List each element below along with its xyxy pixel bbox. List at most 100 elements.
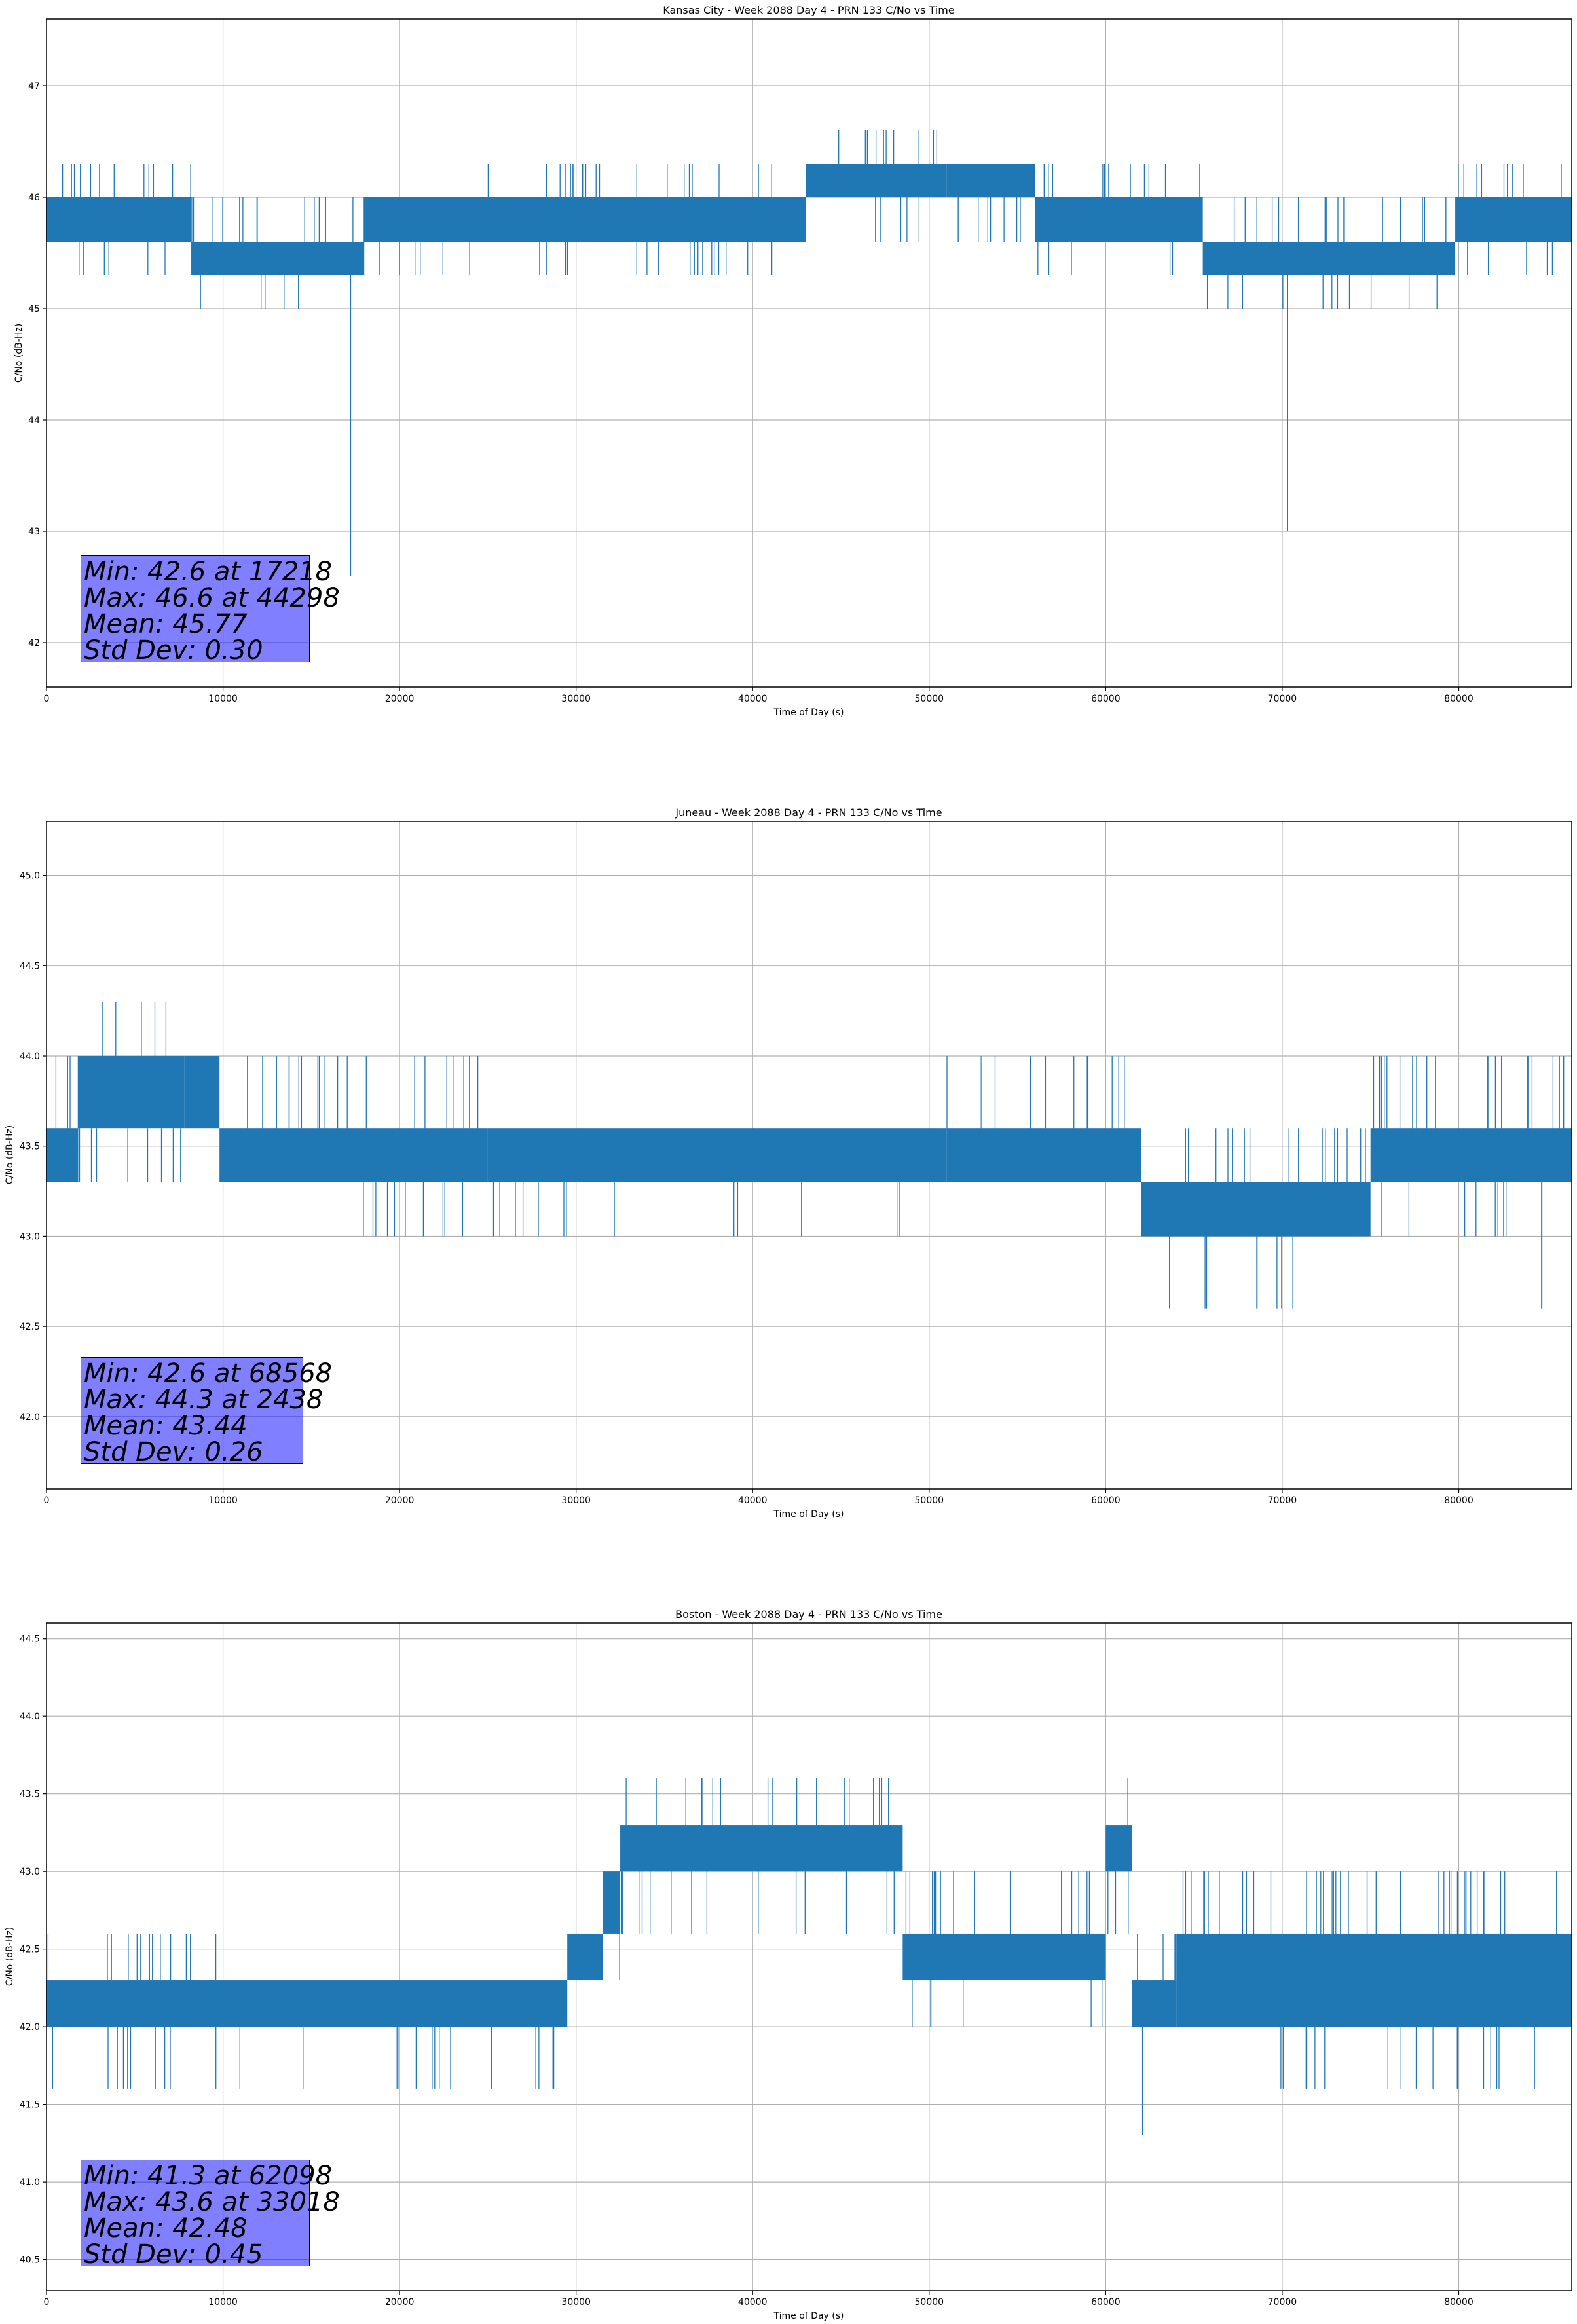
x-tick-label: 10000 bbox=[208, 2297, 238, 2308]
cno-spikes-high bbox=[946, 1056, 1125, 1129]
cno-band bbox=[299, 242, 365, 275]
cno-band bbox=[46, 1980, 232, 2027]
x-tick-label: 40000 bbox=[738, 1495, 768, 1506]
cno-spikes-low bbox=[1169, 1236, 1293, 1309]
cno-band bbox=[1035, 197, 1203, 242]
y-axis-label: C/No (dB-Hz) bbox=[5, 1927, 15, 1986]
stats-max: Max: 44.3 at 2438 bbox=[84, 1385, 324, 1415]
y-tick-label: 44.5 bbox=[20, 1634, 40, 1645]
cno-spikes-low bbox=[875, 197, 920, 242]
cno-spikes-high bbox=[304, 197, 365, 242]
stats-std-dev: Std Dev: 0.30 bbox=[84, 635, 263, 665]
stats-std-dev: Std Dev: 0.26 bbox=[84, 1437, 263, 1467]
y-axis-label: C/No (dB-Hz) bbox=[5, 1125, 15, 1184]
axis-ticks: 0 10000 20000 30000 40000 50000 60000 70000 8000… bbox=[20, 1634, 1474, 2308]
cno-band bbox=[1132, 1980, 1177, 2027]
cno-band bbox=[78, 1056, 185, 1129]
x-tick-label: 0 bbox=[44, 1495, 50, 1506]
cno-spikes-low bbox=[1107, 1871, 1129, 1934]
cno-spikes-low bbox=[1381, 1182, 1507, 1237]
cno-spikes-high bbox=[55, 1056, 79, 1129]
cno-spikes-high bbox=[1373, 1056, 1565, 1129]
y-axis-label: C/No (dB-Hz) bbox=[14, 324, 24, 383]
y-tick-label: 47 bbox=[28, 81, 40, 92]
y-tick-label: 43.5 bbox=[20, 1142, 40, 1152]
cno-band bbox=[620, 1825, 903, 1872]
x-tick-label: 60000 bbox=[1091, 694, 1121, 704]
cno-spikes-high bbox=[102, 1002, 167, 1056]
x-tick-label: 80000 bbox=[1444, 1495, 1474, 1506]
cno-spikes-high bbox=[337, 1056, 479, 1129]
x-tick-label: 0 bbox=[44, 2297, 50, 2308]
x-tick-label: 80000 bbox=[1444, 2297, 1474, 2308]
plot-frame bbox=[46, 1622, 1572, 2291]
cno-band bbox=[479, 197, 779, 242]
cno-spikes-high bbox=[47, 1934, 217, 1980]
x-tick-label: 40000 bbox=[738, 694, 768, 704]
stats-box: Min: 42.6 at 68568 Max: 44.3 at 2438 Mea… bbox=[81, 1357, 332, 1467]
cno-band bbox=[1105, 1825, 1132, 1872]
cno-band bbox=[946, 1128, 1141, 1182]
stats-box: Min: 41.3 at 62098 Max: 43.6 at 33018 Me… bbox=[81, 2160, 340, 2268]
cno-spikes-high bbox=[1185, 1128, 1366, 1182]
cno-spikes-high bbox=[487, 164, 772, 197]
cno-spikes-low bbox=[79, 242, 166, 275]
x-tick-label: 60000 bbox=[1091, 1495, 1121, 1506]
cno-spikes-high bbox=[1043, 164, 1200, 197]
cno-spikes-low bbox=[52, 2027, 217, 2089]
stats-min: Min: 42.6 at 17218 bbox=[84, 557, 333, 587]
cno-band bbox=[946, 164, 1035, 197]
cno-spikes-high bbox=[1458, 164, 1562, 197]
cno-series-line bbox=[46, 130, 1572, 576]
cno-band bbox=[806, 164, 947, 197]
y-tick-label: 41.0 bbox=[20, 2177, 40, 2188]
chart-title: Boston - Week 2088 Day 4 - PRN 133 C/No … bbox=[675, 1608, 942, 1621]
cno-spikes-high bbox=[1137, 1934, 1176, 1980]
cno-spikes-low bbox=[1037, 242, 1174, 275]
y-tick-label: 45 bbox=[28, 304, 40, 314]
plot-frame bbox=[46, 18, 1572, 688]
plot-frame bbox=[46, 821, 1572, 1490]
cno-spikes-high bbox=[1182, 1871, 1557, 1934]
x-tick-label: 30000 bbox=[561, 1495, 591, 1506]
y-tick-label: 40.5 bbox=[20, 2255, 40, 2266]
cno-spikes-low bbox=[396, 2027, 555, 2089]
y-tick-label: 42.5 bbox=[20, 1322, 40, 1332]
x-axis-label: Time of Day (s) bbox=[773, 1509, 844, 1520]
cno-spikes-low bbox=[1280, 2027, 1535, 2089]
x-tick-label: 70000 bbox=[1268, 1495, 1297, 1506]
cno-band bbox=[567, 1933, 603, 1981]
y-tick-label: 43.0 bbox=[20, 1867, 40, 1877]
y-tick-label: 44.0 bbox=[20, 1712, 40, 1722]
cno-band bbox=[219, 1128, 329, 1182]
subplot-boston: 0 10000 20000 30000 40000 50000 60000 70000 8000… bbox=[5, 1608, 1572, 2321]
cno-spikes-low bbox=[492, 1182, 900, 1237]
x-tick-label: 70000 bbox=[1268, 694, 1297, 704]
cno-band bbox=[1202, 242, 1456, 275]
cno-spikes-low bbox=[363, 1182, 464, 1237]
stats-max: Max: 46.6 at 44298 bbox=[84, 583, 340, 613]
cno-spikes-low bbox=[379, 242, 470, 275]
x-tick-label: 70000 bbox=[1268, 2297, 1297, 2308]
y-tick-label: 44.5 bbox=[20, 961, 40, 971]
x-tick-label: 50000 bbox=[915, 1495, 944, 1506]
x-axis-label: Time of Day (s) bbox=[773, 707, 844, 718]
stats-mean: Mean: 45.77 bbox=[84, 609, 248, 639]
x-tick-label: 50000 bbox=[915, 2297, 944, 2308]
stats-box: Min: 42.6 at 17218 Max: 46.6 at 44298 Me… bbox=[81, 555, 340, 665]
cno-spikes-high bbox=[1233, 197, 1447, 242]
cno-band bbox=[184, 1056, 220, 1129]
stats-mean: Mean: 43.44 bbox=[84, 1411, 248, 1441]
grid bbox=[46, 19, 1572, 687]
stats-mean: Mean: 42.48 bbox=[84, 2213, 248, 2243]
y-tick-label: 43.0 bbox=[20, 1231, 40, 1242]
cno-series-line bbox=[46, 1002, 1572, 1309]
y-tick-label: 41.5 bbox=[20, 2100, 40, 2110]
x-tick-label: 50000 bbox=[915, 694, 944, 704]
x-tick-label: 20000 bbox=[385, 2297, 415, 2308]
cno-band bbox=[779, 197, 806, 242]
y-tick-label: 42 bbox=[28, 638, 40, 648]
x-tick-label: 20000 bbox=[385, 1495, 415, 1506]
y-tick-label: 42.0 bbox=[20, 1412, 40, 1423]
